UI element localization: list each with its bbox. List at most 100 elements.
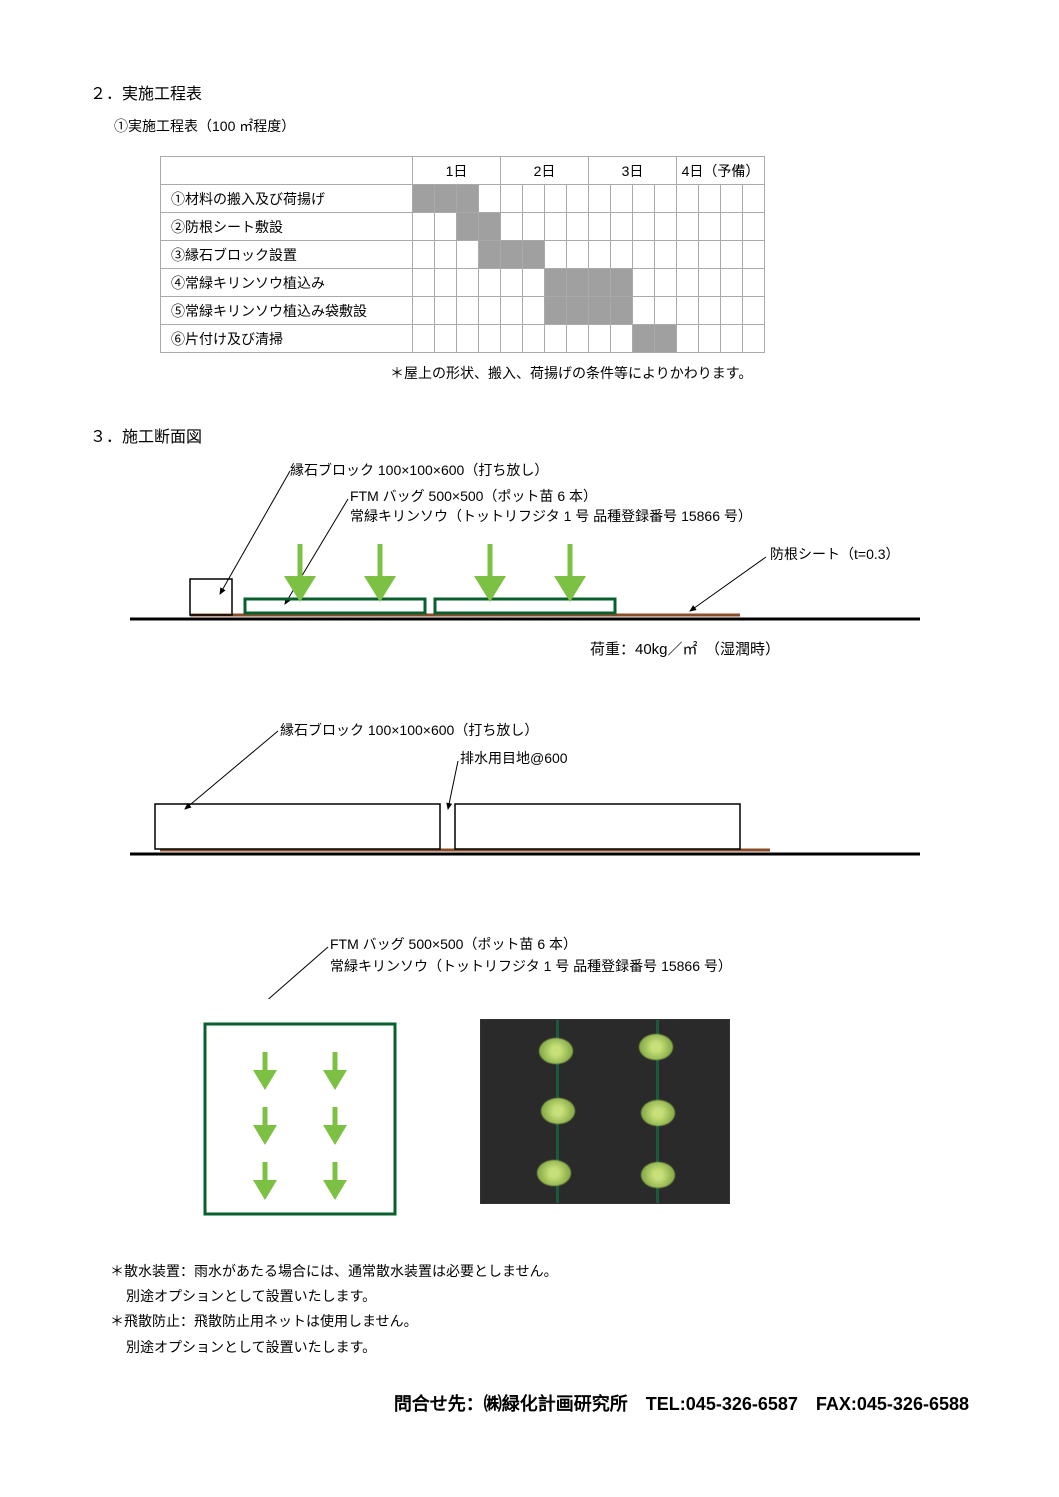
gantt-cell <box>699 269 721 297</box>
cross-section-2: 縁石ブロック 100×100×600（打ち放し） 排水用目地@600 <box>90 719 969 899</box>
gantt-cell <box>413 297 435 325</box>
gantt-cell <box>457 269 479 297</box>
gantt-cell <box>655 213 677 241</box>
gantt-cell <box>721 241 743 269</box>
gantt-cell <box>567 297 589 325</box>
callout3-text: 常緑キリンソウ（トットリフジタ 1 号 品種登録番号 15866 号） <box>350 508 752 524</box>
gantt-cell <box>523 213 545 241</box>
gantt-cell <box>413 185 435 213</box>
gantt-cell <box>677 297 699 325</box>
gantt-cell <box>435 297 457 325</box>
gantt-cell <box>743 185 765 213</box>
gantt-cell <box>457 185 479 213</box>
gantt-task-label: ③縁石ブロック設置 <box>161 241 413 269</box>
gantt-cell <box>457 297 479 325</box>
gantt-cell <box>567 269 589 297</box>
gantt-cell <box>435 269 457 297</box>
gantt-cell <box>721 185 743 213</box>
gantt-cell <box>523 185 545 213</box>
gantt-cell <box>501 185 523 213</box>
gantt-cell <box>677 269 699 297</box>
plan-callout2-text: 常緑キリンソウ（トットリフジタ 1 号 品種登録番号 15866 号） <box>330 958 732 974</box>
gantt-cell <box>633 185 655 213</box>
plan-view-section: FTM バッグ 500×500（ポット苗 6 本） 常緑キリンソウ（トットリフジ… <box>90 929 969 1219</box>
gantt-cell <box>457 241 479 269</box>
gantt-cell <box>435 241 457 269</box>
gantt-cell <box>611 269 633 297</box>
gantt-task-label: ⑥片付け及び清掃 <box>161 325 413 353</box>
note-line2: ＊飛散防止：飛散防止用ネットは使用しません。 <box>110 1309 969 1334</box>
gantt-cell <box>743 241 765 269</box>
gantt-cell <box>655 269 677 297</box>
gantt-cell <box>677 241 699 269</box>
gantt-cell <box>677 213 699 241</box>
gantt-cell <box>633 325 655 353</box>
gantt-cell <box>413 241 435 269</box>
callout6-text: 排水用目地@600 <box>460 750 568 766</box>
cross-section-1: 縁石ブロック 100×100×600（打ち放し） FTM バッグ 500×500… <box>90 459 969 689</box>
note-line1: ＊散水装置：雨水があたる場合には、通常散水装置は必要としません。 <box>110 1259 969 1284</box>
gantt-cell <box>501 325 523 353</box>
callout5-text: 縁石ブロック 100×100×600（打ち放し） <box>280 722 538 738</box>
gantt-cell <box>589 269 611 297</box>
gantt-cell <box>611 325 633 353</box>
gantt-cell <box>699 241 721 269</box>
gantt-cell <box>413 213 435 241</box>
gantt-cell <box>435 325 457 353</box>
gantt-cell <box>721 325 743 353</box>
gantt-cell <box>501 269 523 297</box>
gantt-cell <box>589 241 611 269</box>
plan-bag-diagram <box>200 1019 400 1219</box>
callout2-text: FTM バッグ 500×500（ポット苗 6 本） <box>350 488 597 504</box>
gantt-cell <box>501 241 523 269</box>
gantt-cell <box>743 269 765 297</box>
gantt-cell <box>611 241 633 269</box>
sample-photo <box>480 1019 730 1204</box>
gantt-task-label: ②防根シート敷設 <box>161 213 413 241</box>
gantt-cell <box>699 185 721 213</box>
gantt-cell <box>743 297 765 325</box>
gantt-cell <box>413 325 435 353</box>
plant-arrow-icon <box>284 544 586 602</box>
gantt-cell <box>567 213 589 241</box>
footer-contact: 問合せ先：㈱緑化計画研究所 TEL:045-326-6587 FAX:045-3… <box>90 1390 969 1416</box>
gantt-task-label: ④常緑キリンソウ植込み <box>161 269 413 297</box>
gantt-cell <box>413 269 435 297</box>
note-line1b: 別途オプションとして設置いたします。 <box>126 1284 969 1309</box>
gantt-cell <box>435 185 457 213</box>
gantt-cell <box>677 185 699 213</box>
gantt-cell <box>479 185 501 213</box>
note-line2b: 別途オプションとして設置いたします。 <box>126 1335 969 1360</box>
gantt-cell <box>699 213 721 241</box>
gantt-cell <box>479 297 501 325</box>
gantt-chart: 1日2日3日4日（予備）①材料の搬入及び荷揚げ②防根シート敷設③縁石ブロック設置… <box>160 156 969 353</box>
gantt-task-label: ①材料の搬入及び荷揚げ <box>161 185 413 213</box>
gantt-cell <box>523 241 545 269</box>
gantt-cell <box>567 185 589 213</box>
gantt-cell <box>633 241 655 269</box>
gantt-cell <box>501 297 523 325</box>
gantt-cell <box>611 185 633 213</box>
gantt-cell <box>655 297 677 325</box>
gantt-cell <box>633 213 655 241</box>
gantt-note: ＊屋上の形状、搬入、荷揚げの条件等によりかわります。 <box>390 363 969 383</box>
plan-callout1-text: FTM バッグ 500×500（ポット苗 6 本） <box>330 936 577 952</box>
gantt-cell <box>545 325 567 353</box>
gantt-cell <box>611 297 633 325</box>
gantt-cell <box>545 185 567 213</box>
gantt-cell <box>633 297 655 325</box>
gantt-cell <box>479 269 501 297</box>
gantt-cell <box>655 241 677 269</box>
gantt-cell <box>589 213 611 241</box>
gantt-cell <box>699 297 721 325</box>
gantt-cell <box>457 213 479 241</box>
notes-block: ＊散水装置：雨水があたる場合には、通常散水装置は必要としません。 別途オプション… <box>110 1259 969 1360</box>
gantt-cell <box>567 241 589 269</box>
gantt-cell <box>721 213 743 241</box>
gantt-cell <box>677 325 699 353</box>
load-text: 荷重：40kg／㎡ （湿潤時） <box>590 641 780 658</box>
gantt-cell <box>457 325 479 353</box>
gantt-cell <box>523 269 545 297</box>
gantt-cell <box>479 325 501 353</box>
gantt-cell <box>567 325 589 353</box>
